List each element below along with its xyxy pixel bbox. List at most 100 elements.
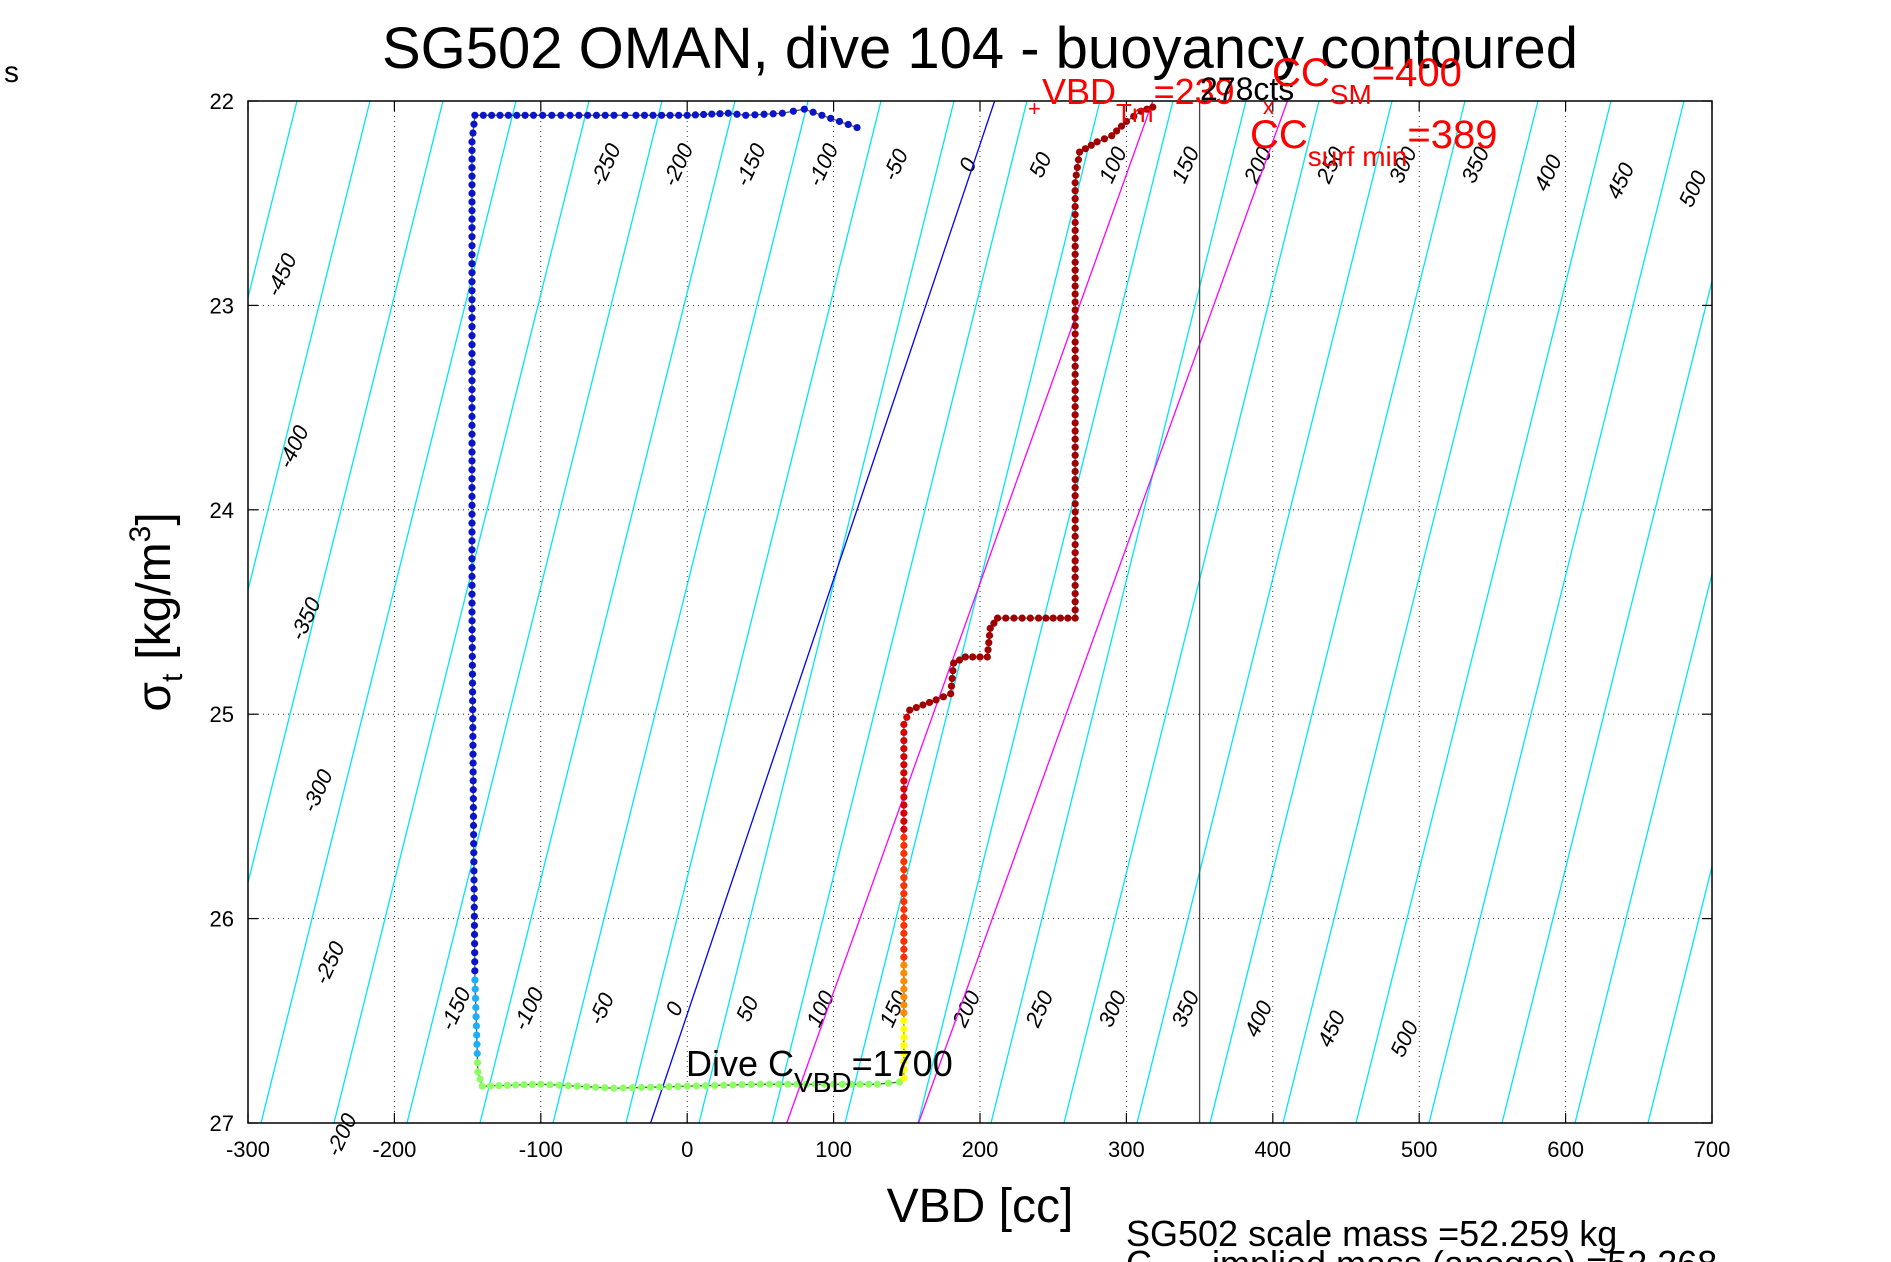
contour-line [1355, 101, 1612, 1123]
descent-point [468, 563, 476, 572]
ascent-point [1081, 145, 1090, 153]
ascent-point [1108, 132, 1116, 140]
descent-point [470, 885, 478, 893]
x-axis-label: VBD [cc] [887, 1180, 1074, 1233]
descent-point [468, 457, 476, 465]
scale-mass-label: SG502 scale mass =52.259 kg [1126, 1213, 1617, 1254]
ascent-point [900, 985, 908, 993]
ascent-point [1072, 171, 1080, 179]
ascent-point [1071, 250, 1079, 258]
ascent-point [1071, 451, 1079, 459]
descent-point [513, 111, 521, 119]
ascent-point [900, 1066, 908, 1074]
ascent-point [1071, 484, 1079, 492]
grid-lines [247, 100, 1713, 1124]
ascent-point [1071, 614, 1079, 622]
descent-point [830, 1080, 838, 1088]
descent-point [512, 1081, 520, 1089]
ascent-point [961, 653, 969, 661]
ascent-point [1117, 122, 1126, 130]
ascent-point [900, 929, 908, 937]
y-axis-ticks: 22 23 24 25 26 27 [210, 89, 1712, 1136]
ascent-point [932, 696, 940, 704]
ascent-point [900, 857, 908, 866]
descent-point [468, 198, 476, 206]
contour-line [917, 101, 1174, 1123]
descent-point [468, 155, 476, 163]
descent-point [470, 830, 478, 839]
descent-point [575, 111, 583, 119]
descent-point [473, 1049, 481, 1058]
contour-label-bottom: 150 [874, 986, 912, 1031]
ascent-point [1071, 475, 1079, 484]
descent-point [610, 111, 618, 119]
descent-point [844, 120, 852, 129]
ascent-point [947, 682, 956, 690]
descent-point [528, 1080, 537, 1089]
descent-point [469, 768, 477, 776]
x-tick-label: 200 [962, 1137, 999, 1162]
descent-point [468, 233, 476, 241]
descent-point [468, 519, 476, 527]
descent-point [468, 359, 476, 367]
ascent-point [1056, 614, 1065, 622]
contour-line [1063, 101, 1320, 1123]
y-tick-label: 24 [210, 498, 234, 523]
surface-marker-2: x [1263, 94, 1274, 119]
descent-point [468, 492, 476, 501]
x-tick-label: 300 [1108, 1137, 1145, 1162]
contour-label-top: -100 [802, 139, 844, 190]
x-tick-label: 700 [1694, 1137, 1731, 1162]
vbd-tm-label: VBDTm=239 [1042, 71, 1235, 128]
descent-point [469, 759, 477, 767]
contour-label-bottom: 200 [947, 986, 986, 1031]
descent-point [468, 377, 476, 385]
descent-point [469, 795, 477, 803]
ascent-point [1071, 290, 1079, 298]
contour-line [771, 101, 1028, 1123]
ascent-point [939, 693, 948, 701]
descent-point [683, 1082, 691, 1090]
descent-point [666, 111, 674, 119]
ascent-point [986, 624, 994, 632]
descent-point [592, 1083, 600, 1091]
ascent-point [1143, 105, 1151, 113]
ascent-point [950, 659, 958, 667]
descent-point [468, 386, 476, 394]
ascent-point [1071, 338, 1079, 346]
descent-point [479, 111, 487, 119]
descent-point [469, 786, 477, 794]
descent-point [496, 111, 504, 119]
descent-point [468, 652, 476, 661]
ascent-point [900, 1017, 908, 1025]
ascent-point [1071, 298, 1079, 306]
descent-point [469, 777, 477, 785]
descent-point [469, 715, 477, 723]
descent-point [555, 1081, 563, 1089]
ascent-point [900, 953, 908, 961]
ascent-point [900, 897, 908, 906]
ascent-point [1071, 330, 1079, 338]
contour-label-top: 50 [1024, 148, 1057, 181]
descent-point [468, 278, 476, 286]
descent-point [468, 617, 476, 625]
descent-point [470, 876, 478, 884]
descent-point [640, 111, 649, 119]
contour-line [1721, 101, 1891, 1123]
descent-point [647, 1083, 655, 1091]
contour-label-bottom: 300 [1093, 986, 1131, 1031]
descent-point [470, 930, 479, 939]
descent-point [471, 976, 479, 984]
descent-point [573, 1082, 582, 1090]
descent-point [468, 341, 476, 349]
descent-point [468, 688, 477, 696]
ascent-point [900, 753, 908, 761]
ascent-point [900, 785, 908, 793]
ascent-point [1071, 242, 1079, 250]
contour-label-bottom: -150 [435, 983, 477, 1034]
descent-point [468, 206, 476, 215]
ascent-point [900, 728, 908, 737]
descent-point [476, 1075, 484, 1083]
descent-point [503, 1081, 511, 1089]
descent-point [473, 1040, 481, 1048]
